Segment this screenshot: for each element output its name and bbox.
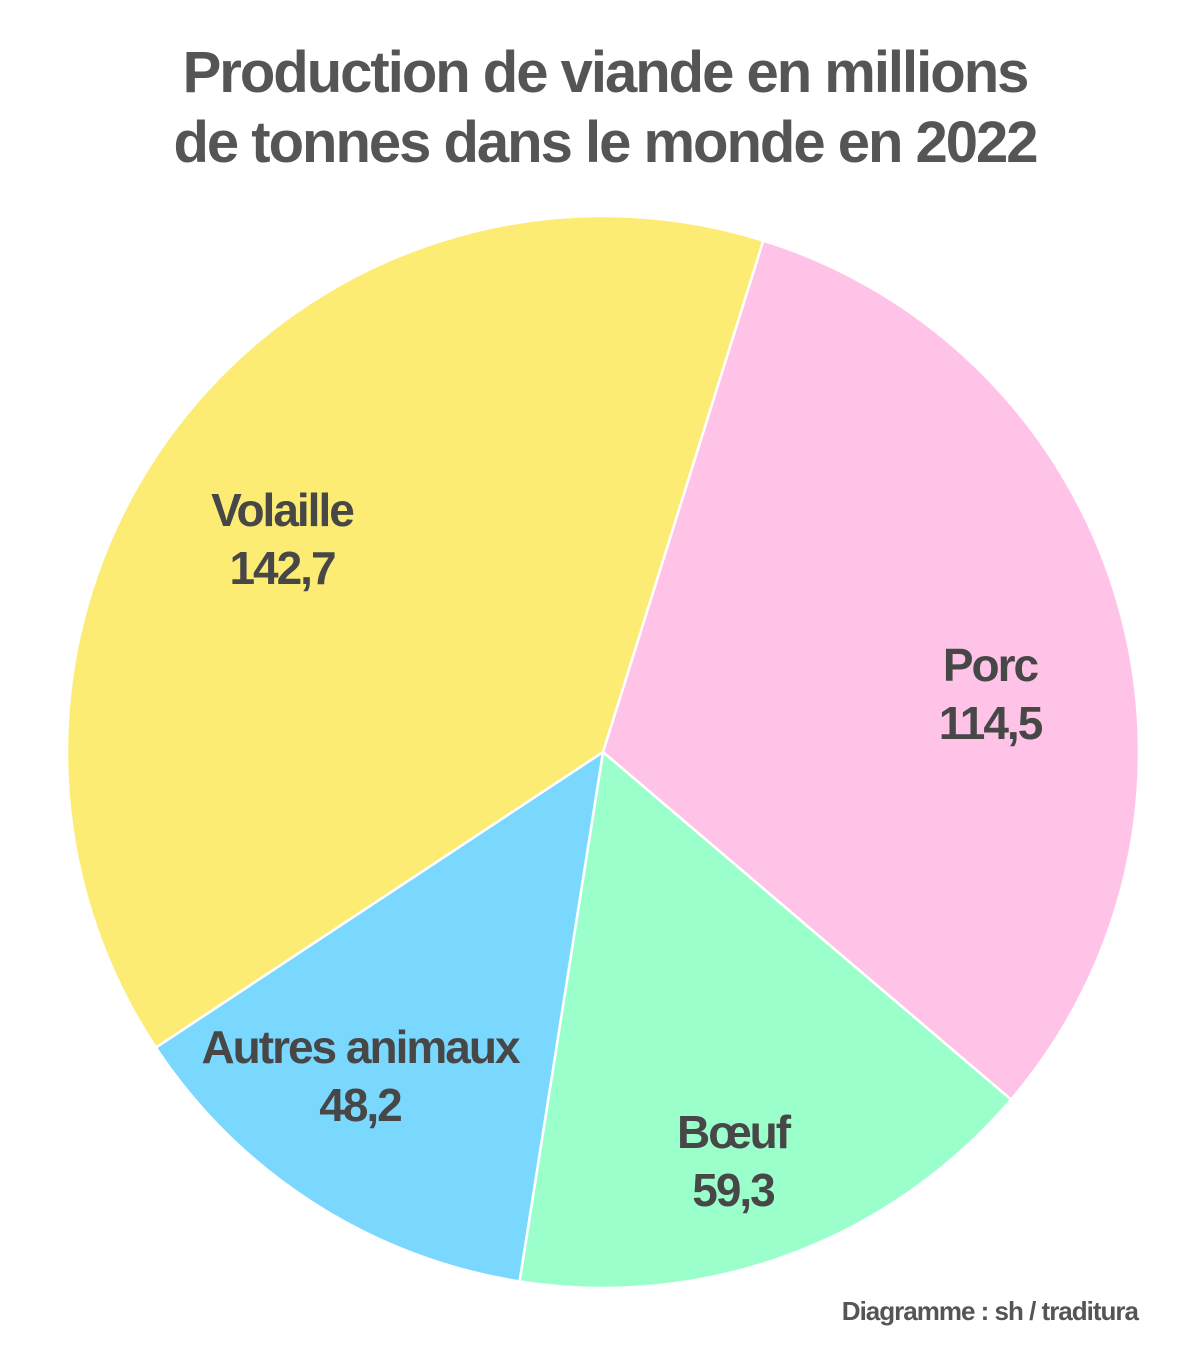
label-volaille: Volaille 142,7 — [211, 481, 355, 597]
label-autres-name: Autres animaux — [201, 1021, 520, 1073]
pie-slice-autres-animaux — [154, 749, 605, 1283]
label-porc-value: 114,5 — [938, 697, 1044, 749]
pie-slice-volaille — [65, 214, 765, 1050]
pie-slice-b-uf — [518, 749, 1013, 1290]
pie-slice-porc — [601, 238, 1141, 1102]
label-porc-name: Porc — [942, 639, 1039, 691]
label-boeuf-value: 59,3 — [692, 1164, 776, 1216]
chart-title-line-2: de tonnes dans le monde en 2022 — [173, 110, 1038, 175]
label-porc: Porc 114,5 — [938, 636, 1044, 752]
label-volaille-value: 142,7 — [229, 542, 336, 594]
chart-title-line-1: Production de viande en millions — [182, 40, 1030, 105]
label-boeuf-name: Bœuf — [676, 1106, 791, 1158]
label-autres-value: 48,2 — [319, 1079, 403, 1131]
label-volaille-name: Volaille — [211, 484, 355, 536]
label-autres: Autres animaux 48,2 — [201, 1018, 520, 1134]
label-boeuf: Bœuf 59,3 — [676, 1103, 791, 1219]
chart-credit: Diagramme : sh / traditura — [841, 1296, 1139, 1326]
chart-title: Production de viande en millions de tonn… — [0, 38, 1200, 178]
